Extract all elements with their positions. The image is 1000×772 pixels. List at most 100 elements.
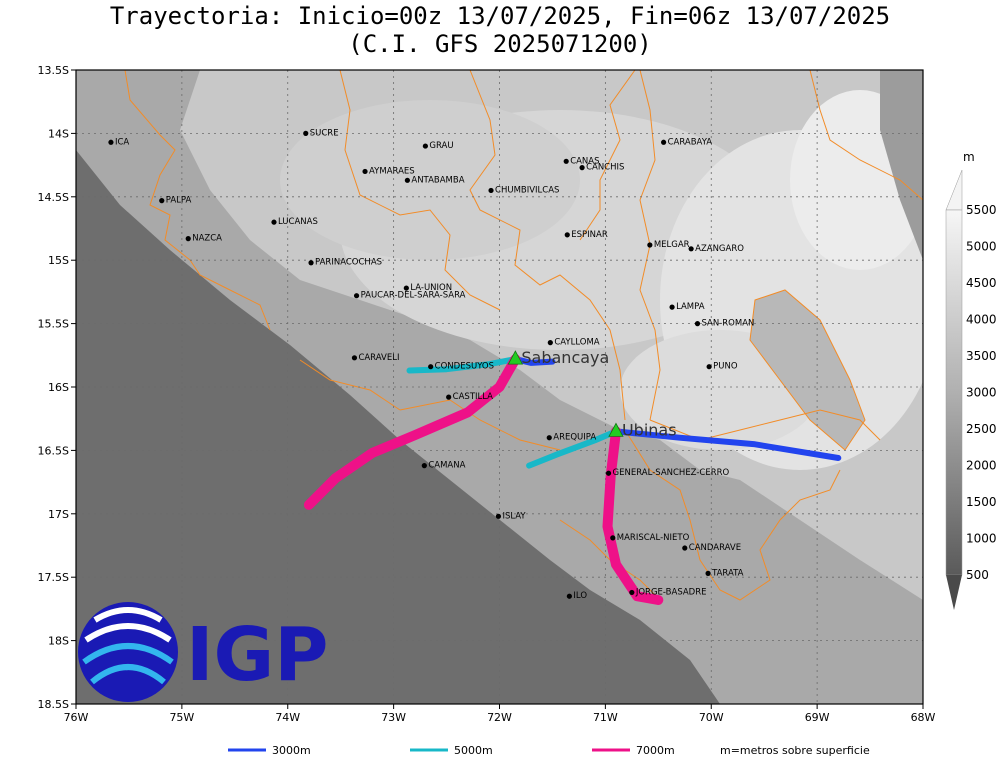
city-dot-icon xyxy=(629,589,635,596)
lake-titicaca xyxy=(749,289,866,451)
city-dot-icon xyxy=(694,321,701,327)
city-label: CONDESUYOS xyxy=(435,362,494,372)
colorbar-level-label: 3000 xyxy=(966,386,997,400)
city-dot-icon xyxy=(605,470,612,476)
city-dot-icon xyxy=(362,168,368,175)
legend-label: 7000m xyxy=(636,744,675,757)
x-tick-label: 73W xyxy=(381,711,406,724)
city-label: LA-UNION xyxy=(410,283,452,293)
volcano-layer: Sabancaya Ubinas xyxy=(507,348,677,439)
x-tick-label: 72W xyxy=(487,711,512,724)
city-dot-icon xyxy=(688,246,694,252)
city-dot-icon xyxy=(547,340,553,346)
x-tick-label: 75W xyxy=(169,711,194,724)
city-label: NAZCA xyxy=(192,234,222,244)
colorbar-level-label: 2000 xyxy=(966,459,997,473)
city-label: PUNO xyxy=(713,362,738,372)
city-label: PALPA xyxy=(166,196,192,206)
trajectory-layer xyxy=(303,354,842,605)
trajectory-legend: 3000m 5000m 7000m m=metros sobre superficie xyxy=(228,744,870,757)
city-marker: CARAVELI xyxy=(351,353,399,363)
y-tick-label: 15S xyxy=(48,254,69,267)
city-marker: PARINACOCHAS xyxy=(308,258,382,268)
city-dot-icon xyxy=(488,187,494,194)
city-label: TARATA xyxy=(711,568,744,578)
city-label: GENERAL-SANCHEZ-CERRO xyxy=(613,468,730,478)
colorbar-level-label: 4000 xyxy=(966,313,997,327)
city-marker: LA-UNION xyxy=(403,283,452,293)
city-dot-icon xyxy=(353,293,360,299)
y-tick-label: 13.5S xyxy=(38,64,69,77)
city-marker: ILO xyxy=(566,591,587,601)
colorbar-level-label: 5000 xyxy=(966,240,997,254)
city-dot-icon xyxy=(446,394,452,400)
city-marker: CHUMBIVILCAS xyxy=(488,185,559,195)
city-marker: AYMARAES xyxy=(362,166,415,176)
y-tick-label: 18S xyxy=(48,635,69,648)
city-marker: NAZCA xyxy=(185,234,222,244)
city-label: CARAVELI xyxy=(358,353,399,363)
city-marker: MELGAR xyxy=(647,240,690,250)
city-marker: SAN-ROMAN xyxy=(694,319,754,329)
city-marker: CASTILLA xyxy=(446,392,493,402)
city-label: LUCANAS xyxy=(278,217,318,227)
city-label: CASTILLA xyxy=(453,392,494,402)
legend-item: 7000m xyxy=(592,744,675,757)
trajectory-ubinas-3000m xyxy=(613,428,842,461)
city-marker: GENERAL-SANCHEZ-CERRO xyxy=(605,468,730,478)
x-tick-label: 74W xyxy=(275,711,300,724)
city-label: MARISCAL-NIETO xyxy=(617,533,690,543)
city-dot-icon xyxy=(108,139,114,145)
x-tick-label: 76W xyxy=(64,711,89,724)
colorbar-top-arrow xyxy=(945,169,963,211)
y-tick-label: 14.5S xyxy=(38,191,69,204)
city-label: CARABAYA xyxy=(668,137,713,147)
colorbar-level-label: 1000 xyxy=(966,532,997,546)
y-tick-label: 16S xyxy=(48,381,69,394)
colorbar-level-label: 5500 xyxy=(966,203,997,217)
city-dot-icon xyxy=(566,593,572,599)
volcano-marker: Sabancaya xyxy=(507,348,609,367)
city-label: AREQUIPA xyxy=(553,433,596,443)
y-tick-label: 17S xyxy=(48,508,69,521)
city-dot-icon xyxy=(706,364,712,370)
legend-item: 5000m xyxy=(410,744,493,757)
city-marker: ISLAY xyxy=(495,511,526,521)
trajectory-ubinas-5000m xyxy=(526,428,619,469)
volcano-marker: Ubinas xyxy=(608,420,677,439)
city-marker: PALPA xyxy=(159,196,191,206)
y-tick-label: 17.5S xyxy=(38,571,69,584)
y-tick-label: 15.5S xyxy=(38,318,69,331)
city-dot-icon xyxy=(705,570,711,576)
city-label: ICA xyxy=(115,137,129,147)
city-label: ILO xyxy=(573,591,587,601)
map-grid xyxy=(76,70,923,704)
city-dot-icon xyxy=(159,198,165,204)
city-marker: SUCRE xyxy=(303,128,339,138)
city-marker: CARABAYA xyxy=(661,137,712,147)
city-label: AZANGARO xyxy=(695,244,744,254)
city-marker: CANDARAVE xyxy=(682,543,741,553)
city-dot-icon xyxy=(669,304,675,310)
volcano-label: Ubinas xyxy=(622,420,677,439)
city-dot-icon xyxy=(303,130,309,136)
colorbar-ramp xyxy=(945,209,963,576)
legend-note: m=metros sobre superficie xyxy=(720,744,870,757)
city-dot-icon xyxy=(610,535,616,541)
city-label: ANTABAMBA xyxy=(411,175,464,185)
volcano-triangle-icon xyxy=(507,350,524,365)
city-marker: ANTABAMBA xyxy=(404,175,465,185)
city-label: GRAU xyxy=(429,141,453,151)
chart-subtitle: (C.I. GFS 2025071200) xyxy=(348,30,652,58)
colorbar-bottom-arrow xyxy=(946,575,962,610)
x-tick-label: 71W xyxy=(593,711,618,724)
city-label: CHUMBIVILCAS xyxy=(495,185,559,195)
city-marker: GRAU xyxy=(422,141,454,151)
city-label: CAMANA xyxy=(428,461,465,471)
city-marker: CAYLLOMA xyxy=(547,338,600,348)
city-label: CANAS xyxy=(570,156,599,166)
city-marker: LUCANAS xyxy=(271,217,318,227)
city-marker: MARISCAL-NIETO xyxy=(610,533,690,543)
colorbar-level-label: 1500 xyxy=(966,495,997,509)
